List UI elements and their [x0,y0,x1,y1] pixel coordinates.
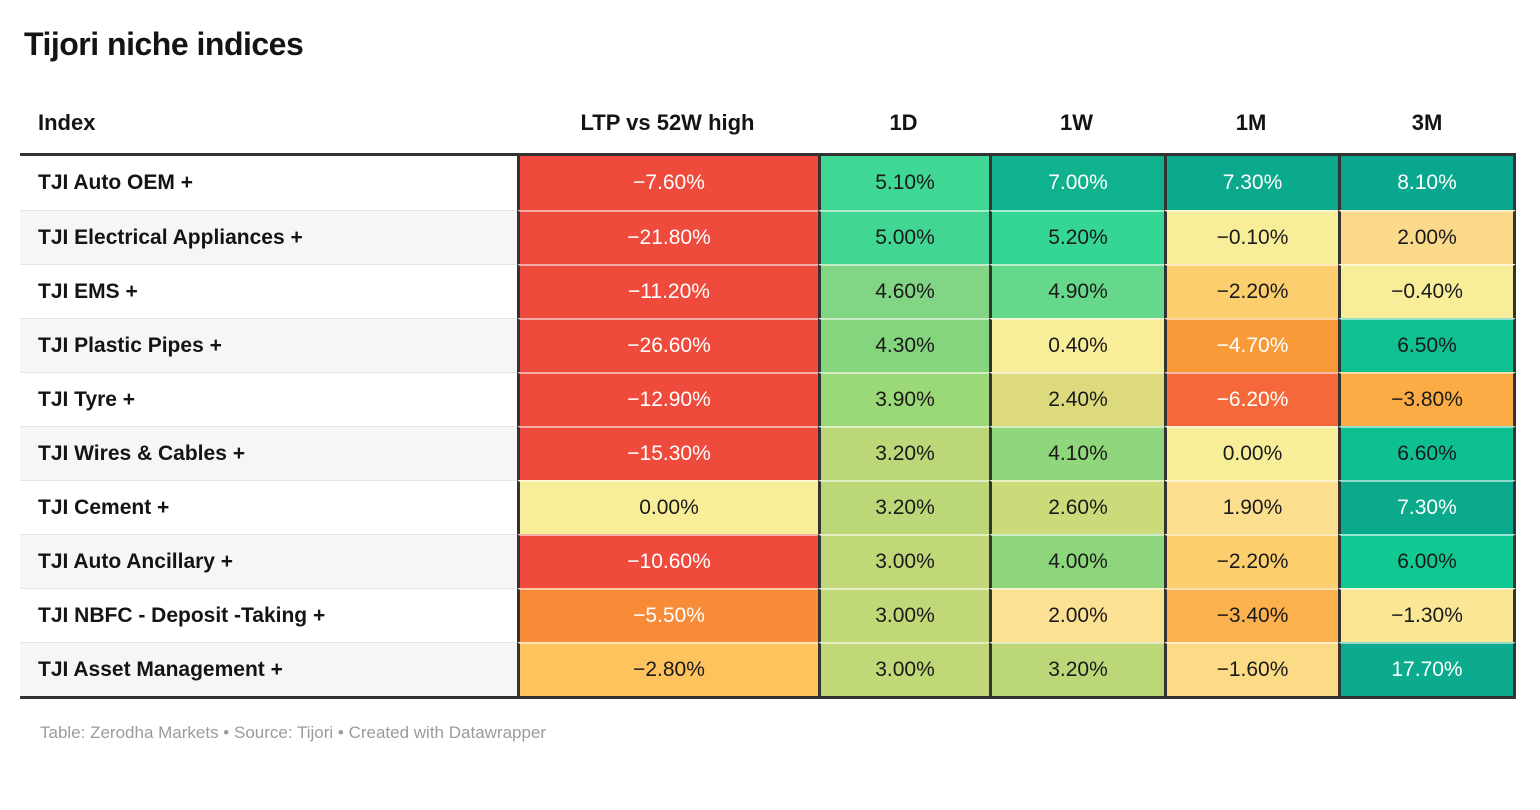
value-cell-ltp-vs-52w-high: −5.50% [517,588,818,642]
table-header-row: Index LTP vs 52W high 1D 1W 1M 3M [20,99,1516,153]
value-cell-1d: 3.90% [818,372,989,426]
value-cell-1m: 7.30% [1164,156,1338,210]
index-label[interactable]: TJI Tyre + [20,372,517,426]
value-cell-1m: −6.20% [1164,372,1338,426]
value-cell-ltp-vs-52w-high: 0.00% [517,480,818,534]
column-header-1m: 1M [1235,110,1267,135]
value-cell-1w: 2.00% [989,588,1164,642]
index-label[interactable]: TJI Asset Management + [20,642,517,696]
table-row: TJI Auto OEM + −7.60% 5.10% 7.00% 7.30% 8.10% [20,156,1516,210]
value-cell-1d: 3.00% [818,588,989,642]
index-label[interactable]: TJI EMS + [20,264,517,318]
value-cell-1m: −0.10% [1164,210,1338,264]
index-label[interactable]: TJI Auto OEM + [20,156,517,210]
value-cell-1w: 2.40% [989,372,1164,426]
value-cell-1m: −2.20% [1164,534,1338,588]
table-row: TJI NBFC - Deposit -Taking + −5.50% 3.00% 2… [20,588,1516,642]
value-cell-1d: 3.00% [818,534,989,588]
value-cell-1d: 5.10% [818,156,989,210]
value-cell-3m: −3.80% [1338,372,1516,426]
index-label[interactable]: TJI Wires & Cables + [20,426,517,480]
index-label[interactable]: TJI NBFC - Deposit -Taking + [20,588,517,642]
column-header-ltp-vs-52w-high: LTP vs 52W high [580,110,755,135]
table-body: TJI Auto OEM + −7.60% 5.10% 7.00% 7.30% 8.10%… [20,153,1516,699]
attribution: Table: Zerodha Markets • Source: Tijori … [40,723,547,742]
table-row: TJI Auto Ancillary + −10.60% 3.00% 4.00% −2.… [20,534,1516,588]
table-row: TJI Cement +0.00% 3.20% 2.60% 1.90% 7.30% [20,480,1516,534]
value-cell-ltp-vs-52w-high: −12.90% [517,372,818,426]
indices-table: Index LTP vs 52W high 1D 1W 1M 3M TJI Au… [20,99,1516,699]
column-header-index: Index [38,110,96,135]
value-cell-1w: 2.60% [989,480,1164,534]
value-cell-ltp-vs-52w-high: −11.20% [517,264,818,318]
value-cell-3m: 8.10% [1338,156,1516,210]
table-row: TJI EMS + −11.20% 4.60% 4.90% −2.20% −0.40% [20,264,1516,318]
value-cell-1m: −4.70% [1164,318,1338,372]
table-row: TJI Electrical Appliances + −21.80% 5.00% 5… [20,210,1516,264]
table-row: TJI Asset Management + −2.80% 3.00% 3.20% −1… [20,642,1516,696]
value-cell-ltp-vs-52w-high: −7.60% [517,156,818,210]
value-cell-1d: 5.00% [818,210,989,264]
value-cell-1d: 4.60% [818,264,989,318]
value-cell-1m: 0.00% [1164,426,1338,480]
value-cell-1d: 3.20% [818,426,989,480]
value-cell-1w: 7.00% [989,156,1164,210]
value-cell-1d: 3.20% [818,480,989,534]
value-cell-1m: −2.20% [1164,264,1338,318]
column-header-1w: 1W [1060,110,1093,135]
column-header-1d: 1D [889,110,918,135]
value-cell-ltp-vs-52w-high: −26.60% [517,318,818,372]
value-cell-1w: 4.00% [989,534,1164,588]
value-cell-1m: −1.60% [1164,642,1338,696]
value-cell-ltp-vs-52w-high: −10.60% [517,534,818,588]
index-label[interactable]: TJI Auto Ancillary + [20,534,517,588]
index-label[interactable]: TJI Electrical Appliances + [20,210,517,264]
value-cell-1w: 0.40% [989,318,1164,372]
value-cell-3m: 6.60% [1338,426,1516,480]
value-cell-1w: 4.90% [989,264,1164,318]
value-cell-1m: 1.90% [1164,480,1338,534]
value-cell-1w: 5.20% [989,210,1164,264]
table-row: TJI Plastic Pipes + −26.60% 4.30% 0.40% −4.7… [20,318,1516,372]
index-label[interactable]: TJI Plastic Pipes + [20,318,517,372]
value-cell-3m: 6.00% [1338,534,1516,588]
value-cell-3m: 2.00% [1338,210,1516,264]
index-label[interactable]: TJI Cement + [20,480,517,534]
value-cell-1w: 3.20% [989,642,1164,696]
value-cell-1d: 3.00% [818,642,989,696]
datawrapper-table-page: Tijori niche indices Index LTP vs 52W hi… [20,26,1516,742]
page-title: Tijori niche indices [24,26,304,62]
value-cell-3m: 7.30% [1338,480,1516,534]
value-cell-ltp-vs-52w-high: −15.30% [517,426,818,480]
value-cell-ltp-vs-52w-high: −21.80% [517,210,818,264]
value-cell-3m: 6.50% [1338,318,1516,372]
value-cell-ltp-vs-52w-high: −2.80% [517,642,818,696]
column-header-3m: 3M [1411,110,1443,135]
value-cell-1w: 4.10% [989,426,1164,480]
value-cell-3m: 17.70% [1338,642,1516,696]
value-cell-3m: −0.40% [1338,264,1516,318]
table-row: TJI Tyre + −12.90% 3.90% 2.40% −6.20% −3.80% [20,372,1516,426]
table-row: TJI Wires & Cables + −15.30% 3.20% 4.10% 0.0… [20,426,1516,480]
value-cell-3m: −1.30% [1338,588,1516,642]
value-cell-1m: −3.40% [1164,588,1338,642]
value-cell-1d: 4.30% [818,318,989,372]
